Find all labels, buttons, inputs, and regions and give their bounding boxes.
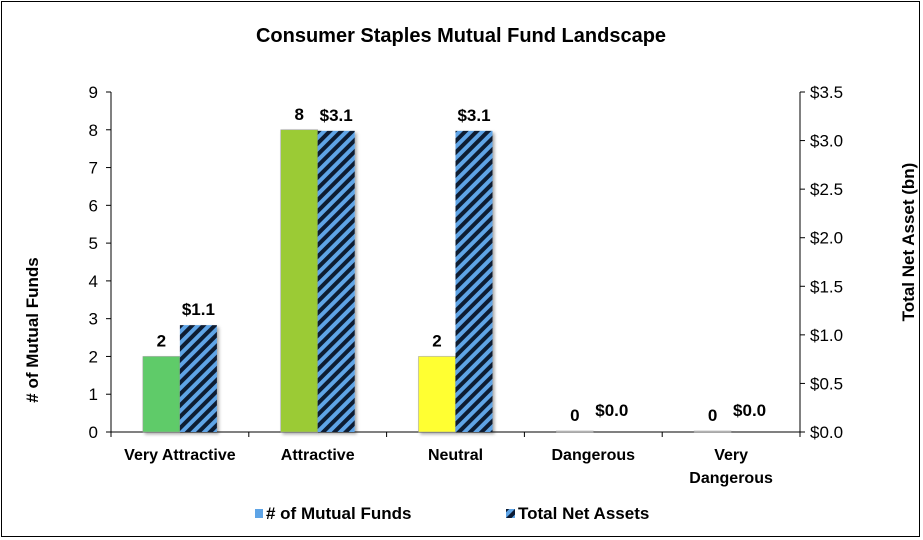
- data-label-total-net-assets: $0.0: [595, 401, 628, 420]
- y-tick-label: 5: [89, 234, 98, 253]
- data-label-total-net-assets: $0.0: [733, 401, 766, 420]
- data-label-total-net-assets: $3.1: [320, 106, 353, 125]
- y-axis-label: # of Mutual Funds: [23, 257, 42, 402]
- bar-mutual-funds: [142, 356, 181, 433]
- chart-title: Consumer Staples Mutual Fund Landscape: [256, 25, 666, 47]
- x-tick-label: Very: [714, 447, 748, 464]
- y2-tick-label: $0.0: [810, 423, 843, 442]
- data-label-total-net-assets: $3.1: [457, 106, 490, 125]
- data-label-mutual-funds: 2: [157, 331, 166, 350]
- x-tick-label: Neutral: [428, 447, 483, 464]
- legend-swatch-total-net-assets: [506, 509, 515, 518]
- legend-label-mutual-funds: # of Mutual Funds: [266, 504, 411, 523]
- y-tick-label: 0: [89, 423, 98, 442]
- y-tick-label: 7: [89, 159, 98, 178]
- y2-tick-label: $3.0: [810, 132, 843, 151]
- data-label-mutual-funds: 0: [570, 406, 579, 425]
- y2-tick-label: $0.5: [810, 374, 843, 393]
- legend: # of Mutual Funds Total Net Assets: [255, 504, 649, 523]
- y2-tick-label: $2.5: [810, 180, 843, 199]
- x-tick-label: Attractive: [281, 447, 355, 464]
- y2-tick-label: $3.5: [810, 83, 843, 102]
- plot-area: 0 1 2 3 4 5 6 7 8 9 $0.0 $0.5 $1.0 $1.5 $2.0 $2.5 $3.0 $3…: [89, 83, 844, 487]
- legend-swatch-mutual-funds: [255, 509, 263, 518]
- bar-mutual-funds: [418, 356, 456, 433]
- x-tick-label: Dangerous: [552, 447, 636, 464]
- y2-axis-label: Total Net Asset (bn): [899, 163, 918, 322]
- y2-tick-label: $1.5: [810, 277, 843, 296]
- bar-total-net-assets: [317, 130, 355, 432]
- data-label-total-net-assets: $1.1: [182, 300, 215, 319]
- data-label-mutual-funds: 8: [294, 105, 303, 124]
- y2-tick-label: $2.0: [810, 229, 843, 248]
- x-tick-label: Dangerous: [689, 470, 773, 487]
- bar-mutual-funds: [280, 129, 318, 433]
- x-tick-label: Very Attractive: [124, 447, 236, 464]
- legend-label-total-net-assets: Total Net Assets: [518, 504, 649, 523]
- bar-mutual-funds: [556, 430, 594, 433]
- y-tick-label: 2: [89, 347, 98, 366]
- y-tick-label: 8: [89, 121, 98, 140]
- y-tick-label: 3: [89, 310, 98, 329]
- y-tick-label: 6: [89, 196, 98, 215]
- data-label-mutual-funds: 2: [432, 331, 441, 350]
- data-label-mutual-funds: 0: [708, 406, 717, 425]
- bar-mutual-funds: [693, 430, 732, 433]
- y-tick-label: 1: [89, 385, 98, 404]
- y2-tick-label: $1.0: [810, 326, 843, 345]
- y-tick-label: 4: [89, 272, 98, 291]
- y-tick-label: 9: [89, 83, 98, 102]
- bar-total-net-assets: [455, 130, 493, 432]
- bar-total-net-assets: [179, 325, 217, 432]
